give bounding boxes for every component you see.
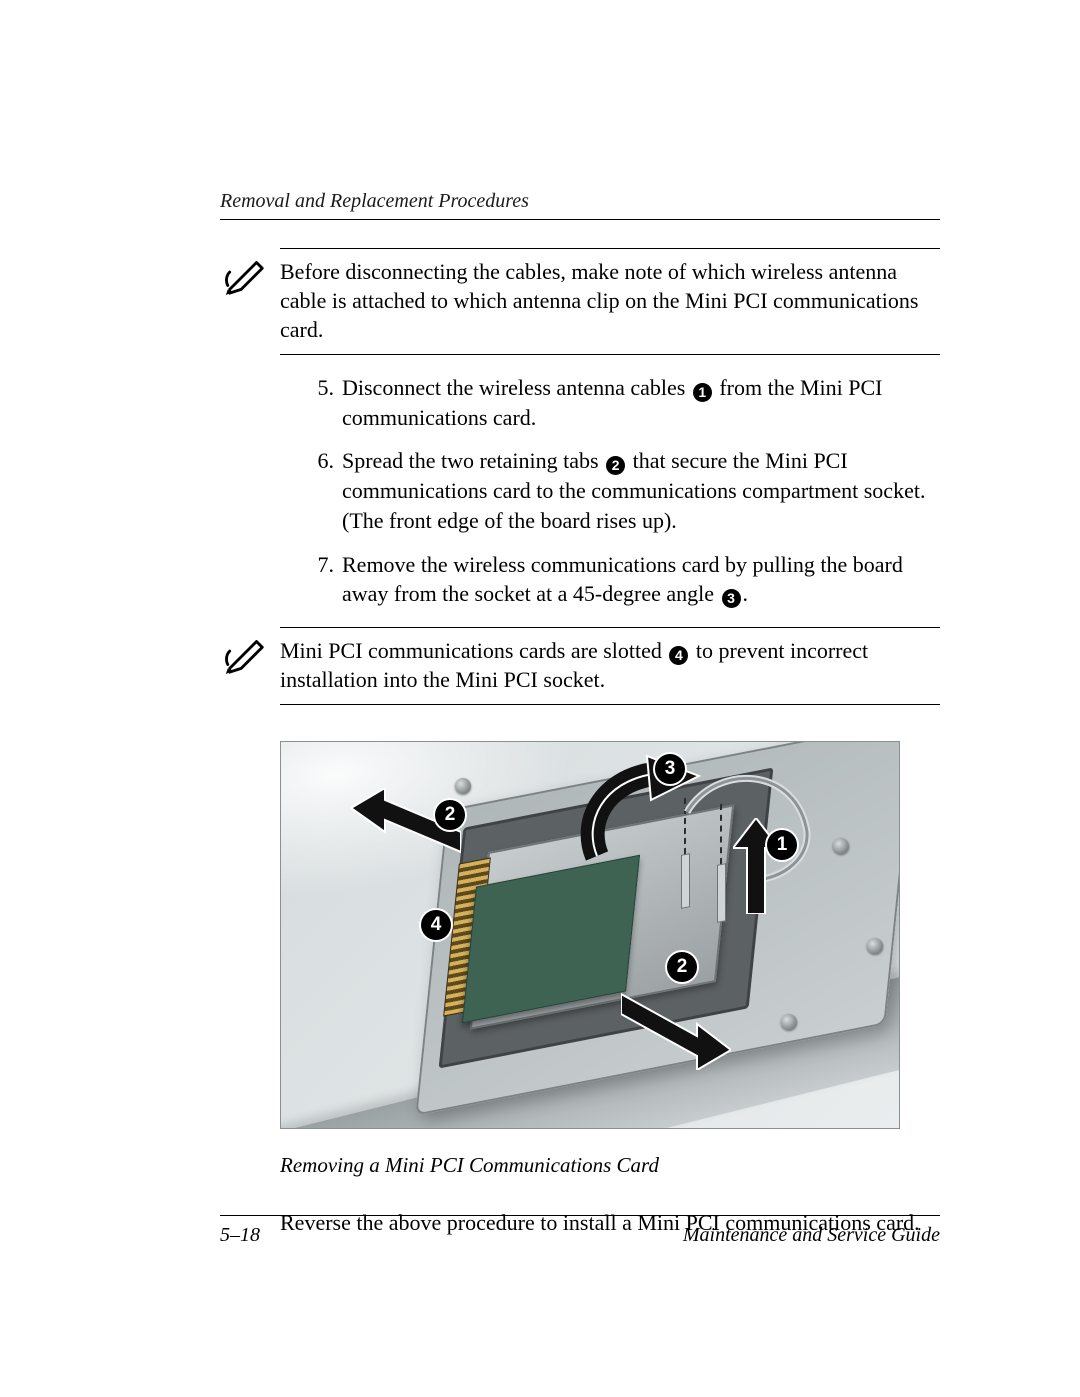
header-rule xyxy=(220,219,940,220)
note-1-text: Before disconnecting the cables, make no… xyxy=(280,259,918,342)
step-6: 6. Spread the two retaining tabs 2 that … xyxy=(280,446,940,535)
page: Removal and Replacement Procedures Befor… xyxy=(0,0,1080,1397)
step-5: 5. Disconnect the wireless antenna cable… xyxy=(280,373,940,432)
note-2-body: Mini PCI communications cards are slotte… xyxy=(280,628,940,704)
step-5-text: Disconnect the wireless antenna cables 1… xyxy=(342,373,940,432)
pencil-note-icon xyxy=(222,251,268,297)
callout-ref-1: 1 xyxy=(693,383,712,402)
footer-row: 5–18 Maintenance and Service Guide xyxy=(220,1224,940,1247)
step-6-text: Spread the two retaining tabs 2 that sec… xyxy=(342,446,940,535)
step-7-text-b: . xyxy=(743,581,749,606)
figure-callout-3: 3 xyxy=(655,754,685,784)
figure-callout-4: 4 xyxy=(421,910,451,940)
screw-icon xyxy=(781,1014,797,1030)
procedure-steps: 5. Disconnect the wireless antenna cable… xyxy=(280,373,940,609)
step-7-text: Remove the wireless communications card … xyxy=(342,550,940,609)
callout-ref-4: 4 xyxy=(669,646,688,665)
note-1: Before disconnecting the cables, make no… xyxy=(280,248,940,355)
guide-title: Maintenance and Service Guide xyxy=(683,1224,940,1247)
note-1-bottom-rule xyxy=(280,354,940,355)
figure-callout-2b: 2 xyxy=(667,952,697,982)
pencil-note-icon xyxy=(222,630,268,676)
footer-rule xyxy=(220,1215,940,1216)
figure-wrap: 1 2 2 3 4 xyxy=(280,741,940,1129)
note-2: Mini PCI communications cards are slotte… xyxy=(280,627,940,705)
callout-ref-2: 2 xyxy=(606,456,625,475)
figure-callout-1: 1 xyxy=(767,830,797,860)
figure-caption: Removing a Mini PCI Communications Card xyxy=(280,1153,940,1178)
note-2-bottom-rule xyxy=(280,704,940,705)
step-5-number: 5. xyxy=(280,373,342,432)
note-2-text-a: Mini PCI communications cards are slotte… xyxy=(280,638,667,663)
step-7-number: 7. xyxy=(280,550,342,609)
step-5-text-a: Disconnect the wireless antenna cables xyxy=(342,375,691,400)
step-7-text-a: Remove the wireless communications card … xyxy=(342,552,903,607)
screw-icon xyxy=(867,938,883,954)
running-head: Removal and Replacement Procedures xyxy=(220,190,940,213)
page-number: 5–18 xyxy=(220,1224,260,1247)
step-7: 7. Remove the wireless communications ca… xyxy=(280,550,940,609)
callout-ref-3: 3 xyxy=(722,589,741,608)
figure-removing-mini-pci: 1 2 2 3 4 xyxy=(280,741,900,1129)
content-block: Before disconnecting the cables, make no… xyxy=(280,248,940,705)
figure-callout-2: 2 xyxy=(435,800,465,830)
step-6-text-a: Spread the two retaining tabs xyxy=(342,448,604,473)
arrow-tab-right xyxy=(621,980,731,1070)
step-6-number: 6. xyxy=(280,446,342,535)
page-footer: 5–18 Maintenance and Service Guide xyxy=(220,1207,940,1247)
note-1-body: Before disconnecting the cables, make no… xyxy=(280,249,940,354)
